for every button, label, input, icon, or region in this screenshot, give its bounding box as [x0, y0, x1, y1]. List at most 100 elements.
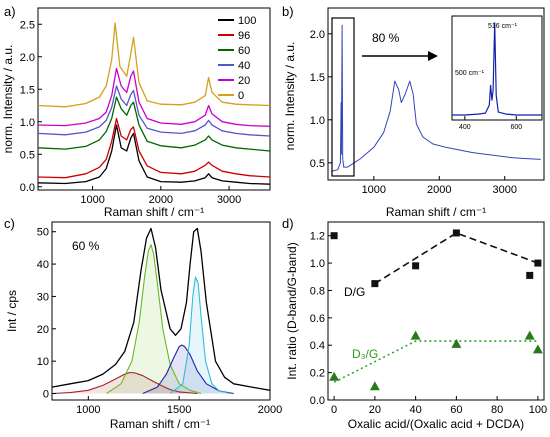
inset-series — [452, 22, 542, 116]
series-line-3 — [142, 344, 234, 395]
y-tick-label: 2.0 — [20, 52, 35, 64]
series-line-0 — [331, 24, 541, 172]
fit-line-1 — [333, 340, 538, 383]
peak-fill-2 — [106, 244, 201, 394]
panel-d-series — [329, 229, 543, 391]
panel-b-label: b) — [282, 4, 294, 19]
x-tick-label: 100 — [529, 404, 547, 416]
panel-d-label: d) — [282, 216, 294, 231]
x-tick-label: 1000 — [80, 194, 104, 206]
square-marker — [412, 262, 420, 270]
x-tick-label: 2000 — [258, 404, 282, 416]
peak-fill-4 — [170, 277, 230, 394]
series-line-20 — [37, 67, 271, 127]
x-tick-label: 3000 — [217, 194, 241, 206]
triangle-marker — [524, 330, 535, 340]
panel-d-ylabel: Int. ratio (D-band/G-band) — [285, 242, 299, 379]
legend-label-96: 96 — [238, 30, 250, 42]
series-line-2 — [106, 244, 202, 395]
triangle-marker — [451, 338, 462, 348]
y-tick-label: 2.5 — [20, 19, 35, 31]
x-tick-label: 60 — [450, 404, 462, 416]
y-tick-label: 1.0 — [310, 115, 325, 127]
legend-label-60: 60 — [238, 45, 250, 57]
x-tick-label: 400 — [459, 124, 471, 131]
legend-label-40: 40 — [238, 60, 250, 72]
panel-c-plot-frame — [51, 221, 271, 401]
y-tick-label: 0.5 — [310, 158, 325, 170]
y-tick-label: 10 — [37, 356, 49, 368]
panel-d-xlabel: Oxalic acid/(Oxalic acid + DCDA) — [348, 417, 524, 431]
y-tick-label: 2.0 — [310, 29, 325, 41]
triangle-marker — [329, 371, 340, 381]
x-tick-label: 1000 — [76, 404, 100, 416]
inset-ticks: 400 600 — [459, 116, 522, 131]
panel-a-plot-frame — [37, 7, 271, 191]
x-tick-label: 600 — [510, 124, 522, 131]
legend-label-20: 20 — [238, 75, 250, 87]
x-tick-label: 0 — [331, 404, 337, 416]
legend-label-100: 100 — [238, 15, 256, 27]
inset-series-line-0 — [452, 22, 542, 116]
legend-label-0: 0 — [238, 90, 244, 102]
y-tick-label: 30 — [37, 291, 49, 303]
triangle-marker — [532, 344, 543, 354]
panel-a-ylabel: norm. Intensity / a.u. — [1, 45, 15, 154]
panel-b-annotation: 80 % — [372, 31, 400, 45]
panel-c-annotation: 60 % — [72, 239, 100, 253]
panel-d-annotation-d3g: D₃/G — [352, 347, 378, 361]
x-tick-label: 2000 — [427, 184, 451, 196]
panel-c-ticks: 1000 1500 2000 0 10 20 30 40 50 — [37, 227, 282, 416]
y-tick-label: 0.6 — [310, 313, 325, 325]
peak-fill-3 — [142, 345, 234, 394]
x-tick-label: 40 — [409, 404, 421, 416]
panel-c-xlabel: Raman shift / cm⁻¹ — [110, 417, 210, 431]
x-tick-label: 1500 — [167, 404, 191, 416]
y-tick-label: 1.2 — [310, 231, 325, 243]
square-marker — [452, 229, 460, 237]
panel-b-plot-frame — [327, 7, 545, 181]
peak-fill-1 — [52, 372, 198, 394]
series-line-96 — [37, 117, 271, 179]
y-tick-label: 1.0 — [20, 117, 35, 129]
series-line-0 — [37, 22, 271, 108]
panel-a-label: a) — [4, 4, 16, 19]
triangle-marker — [369, 381, 380, 391]
x-tick-label: 20 — [369, 404, 381, 416]
panel-b-ticks: 1000 2000 3000 0.5 1.0 1.5 2.0 — [310, 29, 517, 196]
square-marker — [330, 232, 338, 240]
series-line-60 — [37, 96, 271, 152]
y-tick-label: 20 — [37, 324, 49, 336]
y-tick-label: 1.5 — [310, 72, 325, 84]
inset-annotation-500: 500 cm⁻¹ — [455, 70, 485, 77]
y-tick-label: 0.2 — [310, 368, 325, 380]
series-line-40 — [37, 85, 271, 137]
series-line-4 — [169, 276, 231, 395]
panel-c-ylabel: Int / cps — [5, 290, 19, 332]
square-marker — [534, 259, 542, 267]
x-tick-label: 3000 — [492, 184, 516, 196]
y-tick-label: 0 — [43, 389, 49, 401]
panel-c-label: c) — [4, 216, 15, 231]
panel-b-series — [331, 24, 541, 172]
series-line-0 — [51, 227, 271, 391]
panel-d-ticks: 0 20 40 60 80 100 0.0 0.2 0.4 0.6 0.8 1.0 1.2 — [310, 231, 547, 416]
y-tick-label: 40 — [37, 259, 49, 271]
panel-c: c) 1000 1500 2000 0 10 20 30 40 50 60 % Raman sh… — [4, 216, 282, 431]
series-line-100 — [37, 124, 271, 185]
fit-line-0 — [374, 232, 539, 285]
panel-d: d) 0 20 40 60 80 100 0.0 0.2 0.4 0.6 0.8 1.0 1.2 D/G… — [282, 216, 547, 431]
x-tick-label: 80 — [491, 404, 503, 416]
y-tick-label: 0.5 — [20, 149, 35, 161]
square-marker — [526, 271, 534, 279]
x-tick-label: 2000 — [149, 194, 173, 206]
y-tick-label: 0.0 — [310, 395, 325, 407]
panel-a-series — [37, 22, 271, 185]
panel-b-highlight-box — [331, 17, 355, 177]
panel-b-inset: 400 600 516 cm⁻¹ 500 cm⁻¹ — [451, 15, 543, 131]
panel-a-legend: 100 96 60 40 20 0 — [218, 15, 256, 102]
panel-b-xlabel: Raman shift / cm⁻¹ — [386, 205, 486, 219]
panel-a-xlabel: Raman shift / cm⁻¹ — [104, 205, 204, 219]
